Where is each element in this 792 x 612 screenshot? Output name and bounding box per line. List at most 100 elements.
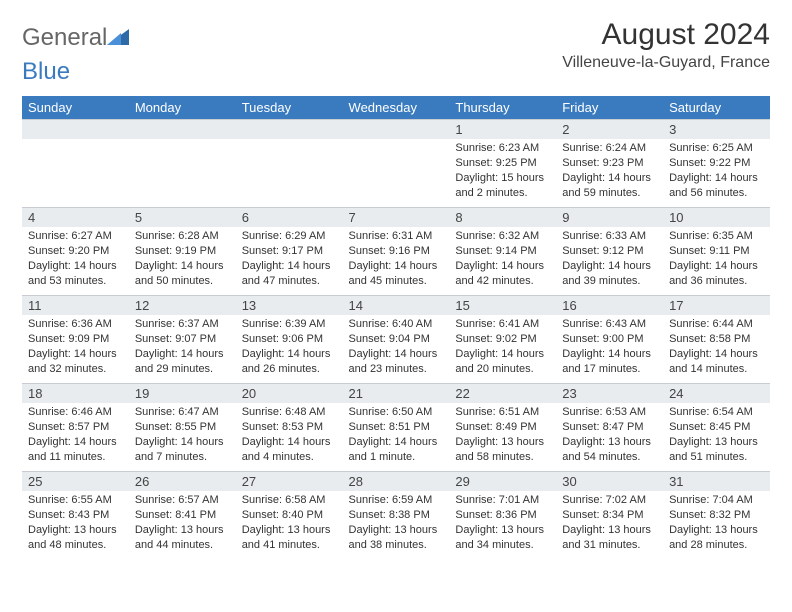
calendar-day-cell: 1Sunrise: 6:23 AMSunset: 9:25 PMDaylight… (449, 119, 556, 207)
calendar-day-cell: 23Sunrise: 6:53 AMSunset: 8:47 PMDayligh… (556, 383, 663, 471)
month-title: August 2024 (562, 18, 770, 52)
calendar-day-cell: 12Sunrise: 6:37 AMSunset: 9:07 PMDayligh… (129, 295, 236, 383)
daylight-line: Daylight: 13 hours and 41 minutes. (242, 523, 337, 553)
day-number: 15 (449, 295, 556, 315)
day-details: Sunrise: 6:25 AMSunset: 9:22 PMDaylight:… (663, 139, 770, 204)
sunset-line: Sunset: 8:34 PM (562, 508, 657, 523)
daylight-line: Daylight: 14 hours and 14 minutes. (669, 347, 764, 377)
sunset-line: Sunset: 8:47 PM (562, 420, 657, 435)
calendar-day-cell: 20Sunrise: 6:48 AMSunset: 8:53 PMDayligh… (236, 383, 343, 471)
calendar-day-cell: 28Sunrise: 6:59 AMSunset: 8:38 PMDayligh… (343, 471, 450, 559)
weekday-header: Thursday (449, 96, 556, 119)
logo-text-2: Blue (22, 58, 70, 86)
sunrise-line: Sunrise: 6:33 AM (562, 229, 657, 244)
day-number: 29 (449, 471, 556, 491)
day-details: Sunrise: 6:32 AMSunset: 9:14 PMDaylight:… (449, 227, 556, 292)
weekday-header: Saturday (663, 96, 770, 119)
day-details (343, 139, 450, 145)
calendar-day-cell: 29Sunrise: 7:01 AMSunset: 8:36 PMDayligh… (449, 471, 556, 559)
day-details: Sunrise: 6:31 AMSunset: 9:16 PMDaylight:… (343, 227, 450, 292)
weekday-header: Tuesday (236, 96, 343, 119)
calendar-day-cell: 22Sunrise: 6:51 AMSunset: 8:49 PMDayligh… (449, 383, 556, 471)
daylight-line: Daylight: 14 hours and 45 minutes. (349, 259, 444, 289)
daylight-line: Daylight: 14 hours and 50 minutes. (135, 259, 230, 289)
sunrise-line: Sunrise: 6:50 AM (349, 405, 444, 420)
day-details: Sunrise: 6:36 AMSunset: 9:09 PMDaylight:… (22, 315, 129, 380)
calendar-table: SundayMondayTuesdayWednesdayThursdayFrid… (22, 96, 770, 559)
weekday-header: Monday (129, 96, 236, 119)
day-number: 28 (343, 471, 450, 491)
day-number: 31 (663, 471, 770, 491)
day-number: 7 (343, 207, 450, 227)
daylight-line: Daylight: 13 hours and 48 minutes. (28, 523, 123, 553)
day-number: 2 (556, 119, 663, 139)
day-details (129, 139, 236, 145)
location-subtitle: Villeneuve-la-Guyard, France (562, 54, 770, 72)
daylight-line: Daylight: 14 hours and 17 minutes. (562, 347, 657, 377)
daylight-line: Daylight: 14 hours and 42 minutes. (455, 259, 550, 289)
day-details: Sunrise: 6:35 AMSunset: 9:11 PMDaylight:… (663, 227, 770, 292)
sunset-line: Sunset: 9:20 PM (28, 244, 123, 259)
daylight-line: Daylight: 14 hours and 26 minutes. (242, 347, 337, 377)
calendar-day-cell: 13Sunrise: 6:39 AMSunset: 9:06 PMDayligh… (236, 295, 343, 383)
calendar-day-cell: 9Sunrise: 6:33 AMSunset: 9:12 PMDaylight… (556, 207, 663, 295)
daylight-line: Daylight: 14 hours and 11 minutes. (28, 435, 123, 465)
day-number: 13 (236, 295, 343, 315)
daylight-line: Daylight: 13 hours and 44 minutes. (135, 523, 230, 553)
sunset-line: Sunset: 8:58 PM (669, 332, 764, 347)
sunset-line: Sunset: 8:41 PM (135, 508, 230, 523)
sunset-line: Sunset: 8:55 PM (135, 420, 230, 435)
day-details: Sunrise: 7:04 AMSunset: 8:32 PMDaylight:… (663, 491, 770, 556)
sunrise-line: Sunrise: 6:35 AM (669, 229, 764, 244)
calendar-day-cell: 5Sunrise: 6:28 AMSunset: 9:19 PMDaylight… (129, 207, 236, 295)
sunset-line: Sunset: 8:43 PM (28, 508, 123, 523)
day-details: Sunrise: 6:43 AMSunset: 9:00 PMDaylight:… (556, 315, 663, 380)
sunset-line: Sunset: 9:14 PM (455, 244, 550, 259)
sunrise-line: Sunrise: 6:48 AM (242, 405, 337, 420)
sunset-line: Sunset: 8:38 PM (349, 508, 444, 523)
calendar-header: SundayMondayTuesdayWednesdayThursdayFrid… (22, 96, 770, 119)
logo-text-1: General (22, 24, 107, 52)
sunrise-line: Sunrise: 6:36 AM (28, 317, 123, 332)
day-details: Sunrise: 6:54 AMSunset: 8:45 PMDaylight:… (663, 403, 770, 468)
daylight-line: Daylight: 15 hours and 2 minutes. (455, 171, 550, 201)
sunset-line: Sunset: 8:45 PM (669, 420, 764, 435)
day-details: Sunrise: 6:58 AMSunset: 8:40 PMDaylight:… (236, 491, 343, 556)
calendar-day-cell: 21Sunrise: 6:50 AMSunset: 8:51 PMDayligh… (343, 383, 450, 471)
calendar-day-cell: 6Sunrise: 6:29 AMSunset: 9:17 PMDaylight… (236, 207, 343, 295)
day-details: Sunrise: 6:40 AMSunset: 9:04 PMDaylight:… (343, 315, 450, 380)
day-details: Sunrise: 7:02 AMSunset: 8:34 PMDaylight:… (556, 491, 663, 556)
sunrise-line: Sunrise: 6:28 AM (135, 229, 230, 244)
daylight-line: Daylight: 14 hours and 7 minutes. (135, 435, 230, 465)
calendar-body: 1Sunrise: 6:23 AMSunset: 9:25 PMDaylight… (22, 119, 770, 559)
day-details (22, 139, 129, 145)
daylight-line: Daylight: 14 hours and 32 minutes. (28, 347, 123, 377)
day-number: 10 (663, 207, 770, 227)
sunrise-line: Sunrise: 6:54 AM (669, 405, 764, 420)
day-details: Sunrise: 6:57 AMSunset: 8:41 PMDaylight:… (129, 491, 236, 556)
sunset-line: Sunset: 8:36 PM (455, 508, 550, 523)
sunset-line: Sunset: 9:09 PM (28, 332, 123, 347)
calendar-day-cell: 27Sunrise: 6:58 AMSunset: 8:40 PMDayligh… (236, 471, 343, 559)
calendar-day-cell: 17Sunrise: 6:44 AMSunset: 8:58 PMDayligh… (663, 295, 770, 383)
sunrise-line: Sunrise: 6:41 AM (455, 317, 550, 332)
calendar-week-row: 1Sunrise: 6:23 AMSunset: 9:25 PMDaylight… (22, 119, 770, 207)
day-number (343, 119, 450, 139)
day-number: 9 (556, 207, 663, 227)
sunrise-line: Sunrise: 7:01 AM (455, 493, 550, 508)
day-details: Sunrise: 6:55 AMSunset: 8:43 PMDaylight:… (22, 491, 129, 556)
day-details: Sunrise: 6:51 AMSunset: 8:49 PMDaylight:… (449, 403, 556, 468)
sunset-line: Sunset: 9:07 PM (135, 332, 230, 347)
calendar-day-cell: 31Sunrise: 7:04 AMSunset: 8:32 PMDayligh… (663, 471, 770, 559)
calendar-day-cell: 10Sunrise: 6:35 AMSunset: 9:11 PMDayligh… (663, 207, 770, 295)
daylight-line: Daylight: 14 hours and 53 minutes. (28, 259, 123, 289)
day-number: 19 (129, 383, 236, 403)
sunrise-line: Sunrise: 6:37 AM (135, 317, 230, 332)
sunrise-line: Sunrise: 6:55 AM (28, 493, 123, 508)
day-details: Sunrise: 6:48 AMSunset: 8:53 PMDaylight:… (236, 403, 343, 468)
calendar-week-row: 4Sunrise: 6:27 AMSunset: 9:20 PMDaylight… (22, 207, 770, 295)
calendar-day-cell: 8Sunrise: 6:32 AMSunset: 9:14 PMDaylight… (449, 207, 556, 295)
calendar-day-cell: 16Sunrise: 6:43 AMSunset: 9:00 PMDayligh… (556, 295, 663, 383)
title-block: August 2024 Villeneuve-la-Guyard, France (562, 18, 770, 72)
logo: General (22, 18, 129, 52)
